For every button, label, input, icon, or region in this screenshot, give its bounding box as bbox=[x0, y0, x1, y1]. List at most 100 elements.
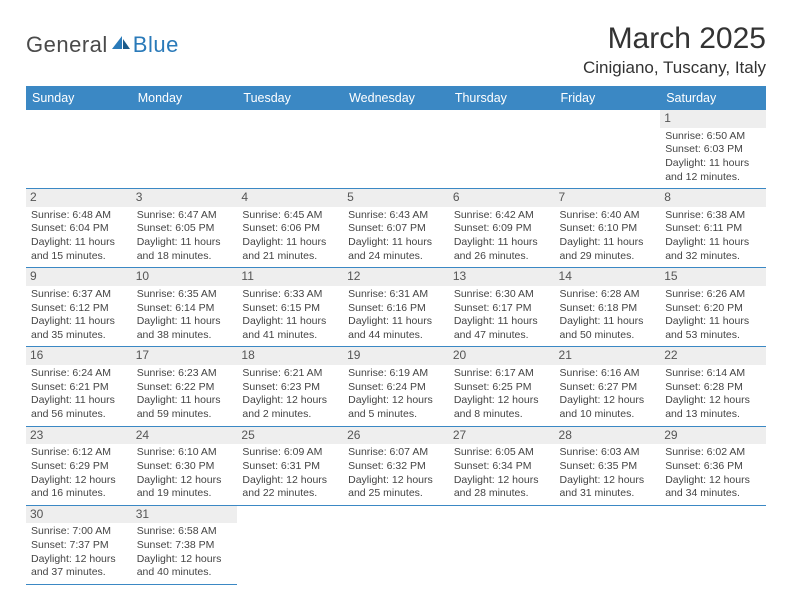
calendar-week: 16Sunrise: 6:24 AMSunset: 6:21 PMDayligh… bbox=[26, 347, 766, 426]
calendar-day bbox=[237, 110, 343, 189]
calendar-week: 23Sunrise: 6:12 AMSunset: 6:29 PMDayligh… bbox=[26, 426, 766, 505]
sunset-line: Sunset: 6:35 PM bbox=[560, 460, 656, 474]
calendar-day: 13Sunrise: 6:30 AMSunset: 6:17 PMDayligh… bbox=[449, 268, 555, 347]
calendar-day: 25Sunrise: 6:09 AMSunset: 6:31 PMDayligh… bbox=[237, 426, 343, 505]
sunset-line: Sunset: 6:25 PM bbox=[454, 381, 550, 395]
daylight-line: Daylight: 12 hours and 34 minutes. bbox=[665, 474, 761, 501]
sunrise-line: Sunrise: 6:10 AM bbox=[137, 446, 233, 460]
daylight-line: Daylight: 11 hours and 44 minutes. bbox=[348, 315, 444, 342]
day-header: Thursday bbox=[449, 86, 555, 110]
daylight-line: Daylight: 12 hours and 8 minutes. bbox=[454, 394, 550, 421]
sunset-line: Sunset: 6:36 PM bbox=[665, 460, 761, 474]
day-number: 13 bbox=[449, 268, 555, 286]
daylight-line: Daylight: 11 hours and 18 minutes. bbox=[137, 236, 233, 263]
sunrise-line: Sunrise: 6:35 AM bbox=[137, 288, 233, 302]
day-number: 6 bbox=[449, 189, 555, 207]
calendar-day: 16Sunrise: 6:24 AMSunset: 6:21 PMDayligh… bbox=[26, 347, 132, 426]
daylight-line: Daylight: 11 hours and 12 minutes. bbox=[665, 157, 761, 184]
calendar-day bbox=[555, 505, 661, 584]
day-number: 29 bbox=[660, 427, 766, 445]
day-number: 12 bbox=[343, 268, 449, 286]
sunset-line: Sunset: 6:18 PM bbox=[560, 302, 656, 316]
daylight-line: Daylight: 11 hours and 53 minutes. bbox=[665, 315, 761, 342]
logo-text-blue: Blue bbox=[133, 32, 179, 58]
sunrise-line: Sunrise: 6:58 AM bbox=[137, 525, 233, 539]
daylight-line: Daylight: 12 hours and 13 minutes. bbox=[665, 394, 761, 421]
day-header: Monday bbox=[132, 86, 238, 110]
calendar-day: 1Sunrise: 6:50 AMSunset: 6:03 PMDaylight… bbox=[660, 110, 766, 189]
daylight-line: Daylight: 11 hours and 50 minutes. bbox=[560, 315, 656, 342]
sunset-line: Sunset: 6:16 PM bbox=[348, 302, 444, 316]
daylight-line: Daylight: 11 hours and 38 minutes. bbox=[137, 315, 233, 342]
sunset-line: Sunset: 6:30 PM bbox=[137, 460, 233, 474]
day-number: 27 bbox=[449, 427, 555, 445]
sunrise-line: Sunrise: 7:00 AM bbox=[31, 525, 127, 539]
sunset-line: Sunset: 6:24 PM bbox=[348, 381, 444, 395]
day-number: 21 bbox=[555, 347, 661, 365]
header: General Blue March 2025 Cinigiano, Tusca… bbox=[26, 22, 766, 78]
day-header: Friday bbox=[555, 86, 661, 110]
sunrise-line: Sunrise: 6:09 AM bbox=[242, 446, 338, 460]
calendar-day: 17Sunrise: 6:23 AMSunset: 6:22 PMDayligh… bbox=[132, 347, 238, 426]
day-number: 3 bbox=[132, 189, 238, 207]
sunset-line: Sunset: 6:21 PM bbox=[31, 381, 127, 395]
calendar-day: 31Sunrise: 6:58 AMSunset: 7:38 PMDayligh… bbox=[132, 505, 238, 584]
calendar-week: 2Sunrise: 6:48 AMSunset: 6:04 PMDaylight… bbox=[26, 189, 766, 268]
sunset-line: Sunset: 6:05 PM bbox=[137, 222, 233, 236]
calendar-day: 28Sunrise: 6:03 AMSunset: 6:35 PMDayligh… bbox=[555, 426, 661, 505]
calendar-day bbox=[132, 110, 238, 189]
calendar-day bbox=[660, 505, 766, 584]
sunrise-line: Sunrise: 6:21 AM bbox=[242, 367, 338, 381]
day-number: 24 bbox=[132, 427, 238, 445]
sunrise-line: Sunrise: 6:48 AM bbox=[31, 209, 127, 223]
sunset-line: Sunset: 6:14 PM bbox=[137, 302, 233, 316]
sunrise-line: Sunrise: 6:28 AM bbox=[560, 288, 656, 302]
daylight-line: Daylight: 12 hours and 40 minutes. bbox=[137, 553, 233, 580]
day-number: 9 bbox=[26, 268, 132, 286]
logo-text-general: General bbox=[26, 32, 108, 58]
sunrise-line: Sunrise: 6:50 AM bbox=[665, 130, 761, 144]
daylight-line: Daylight: 11 hours and 35 minutes. bbox=[31, 315, 127, 342]
day-number: 16 bbox=[26, 347, 132, 365]
month-title: March 2025 bbox=[583, 22, 766, 56]
day-number: 8 bbox=[660, 189, 766, 207]
day-number: 11 bbox=[237, 268, 343, 286]
daylight-line: Daylight: 11 hours and 15 minutes. bbox=[31, 236, 127, 263]
daylight-line: Daylight: 11 hours and 47 minutes. bbox=[454, 315, 550, 342]
sunset-line: Sunset: 6:09 PM bbox=[454, 222, 550, 236]
day-number: 4 bbox=[237, 189, 343, 207]
daylight-line: Daylight: 12 hours and 10 minutes. bbox=[560, 394, 656, 421]
calendar-day bbox=[449, 505, 555, 584]
calendar-day: 2Sunrise: 6:48 AMSunset: 6:04 PMDaylight… bbox=[26, 189, 132, 268]
sunrise-line: Sunrise: 6:42 AM bbox=[454, 209, 550, 223]
title-block: March 2025 Cinigiano, Tuscany, Italy bbox=[583, 22, 766, 78]
calendar-day: 4Sunrise: 6:45 AMSunset: 6:06 PMDaylight… bbox=[237, 189, 343, 268]
calendar-day: 29Sunrise: 6:02 AMSunset: 6:36 PMDayligh… bbox=[660, 426, 766, 505]
calendar-day bbox=[449, 110, 555, 189]
day-number: 28 bbox=[555, 427, 661, 445]
logo: General Blue bbox=[26, 22, 179, 58]
calendar-day: 23Sunrise: 6:12 AMSunset: 6:29 PMDayligh… bbox=[26, 426, 132, 505]
sunrise-line: Sunrise: 6:31 AM bbox=[348, 288, 444, 302]
sunrise-line: Sunrise: 6:16 AM bbox=[560, 367, 656, 381]
calendar-day bbox=[237, 505, 343, 584]
calendar-day: 7Sunrise: 6:40 AMSunset: 6:10 PMDaylight… bbox=[555, 189, 661, 268]
sunrise-line: Sunrise: 6:12 AM bbox=[31, 446, 127, 460]
sunset-line: Sunset: 6:31 PM bbox=[242, 460, 338, 474]
daylight-line: Daylight: 12 hours and 19 minutes. bbox=[137, 474, 233, 501]
calendar-day: 24Sunrise: 6:10 AMSunset: 6:30 PMDayligh… bbox=[132, 426, 238, 505]
calendar-day: 27Sunrise: 6:05 AMSunset: 6:34 PMDayligh… bbox=[449, 426, 555, 505]
sunrise-line: Sunrise: 6:23 AM bbox=[137, 367, 233, 381]
sunrise-line: Sunrise: 6:26 AM bbox=[665, 288, 761, 302]
sunset-line: Sunset: 7:38 PM bbox=[137, 539, 233, 553]
day-number: 19 bbox=[343, 347, 449, 365]
sunset-line: Sunset: 6:29 PM bbox=[31, 460, 127, 474]
sail-icon bbox=[110, 34, 132, 57]
daylight-line: Daylight: 12 hours and 22 minutes. bbox=[242, 474, 338, 501]
day-number: 22 bbox=[660, 347, 766, 365]
sunset-line: Sunset: 7:37 PM bbox=[31, 539, 127, 553]
daylight-line: Daylight: 12 hours and 31 minutes. bbox=[560, 474, 656, 501]
sunset-line: Sunset: 6:23 PM bbox=[242, 381, 338, 395]
sunset-line: Sunset: 6:04 PM bbox=[31, 222, 127, 236]
calendar-day: 9Sunrise: 6:37 AMSunset: 6:12 PMDaylight… bbox=[26, 268, 132, 347]
